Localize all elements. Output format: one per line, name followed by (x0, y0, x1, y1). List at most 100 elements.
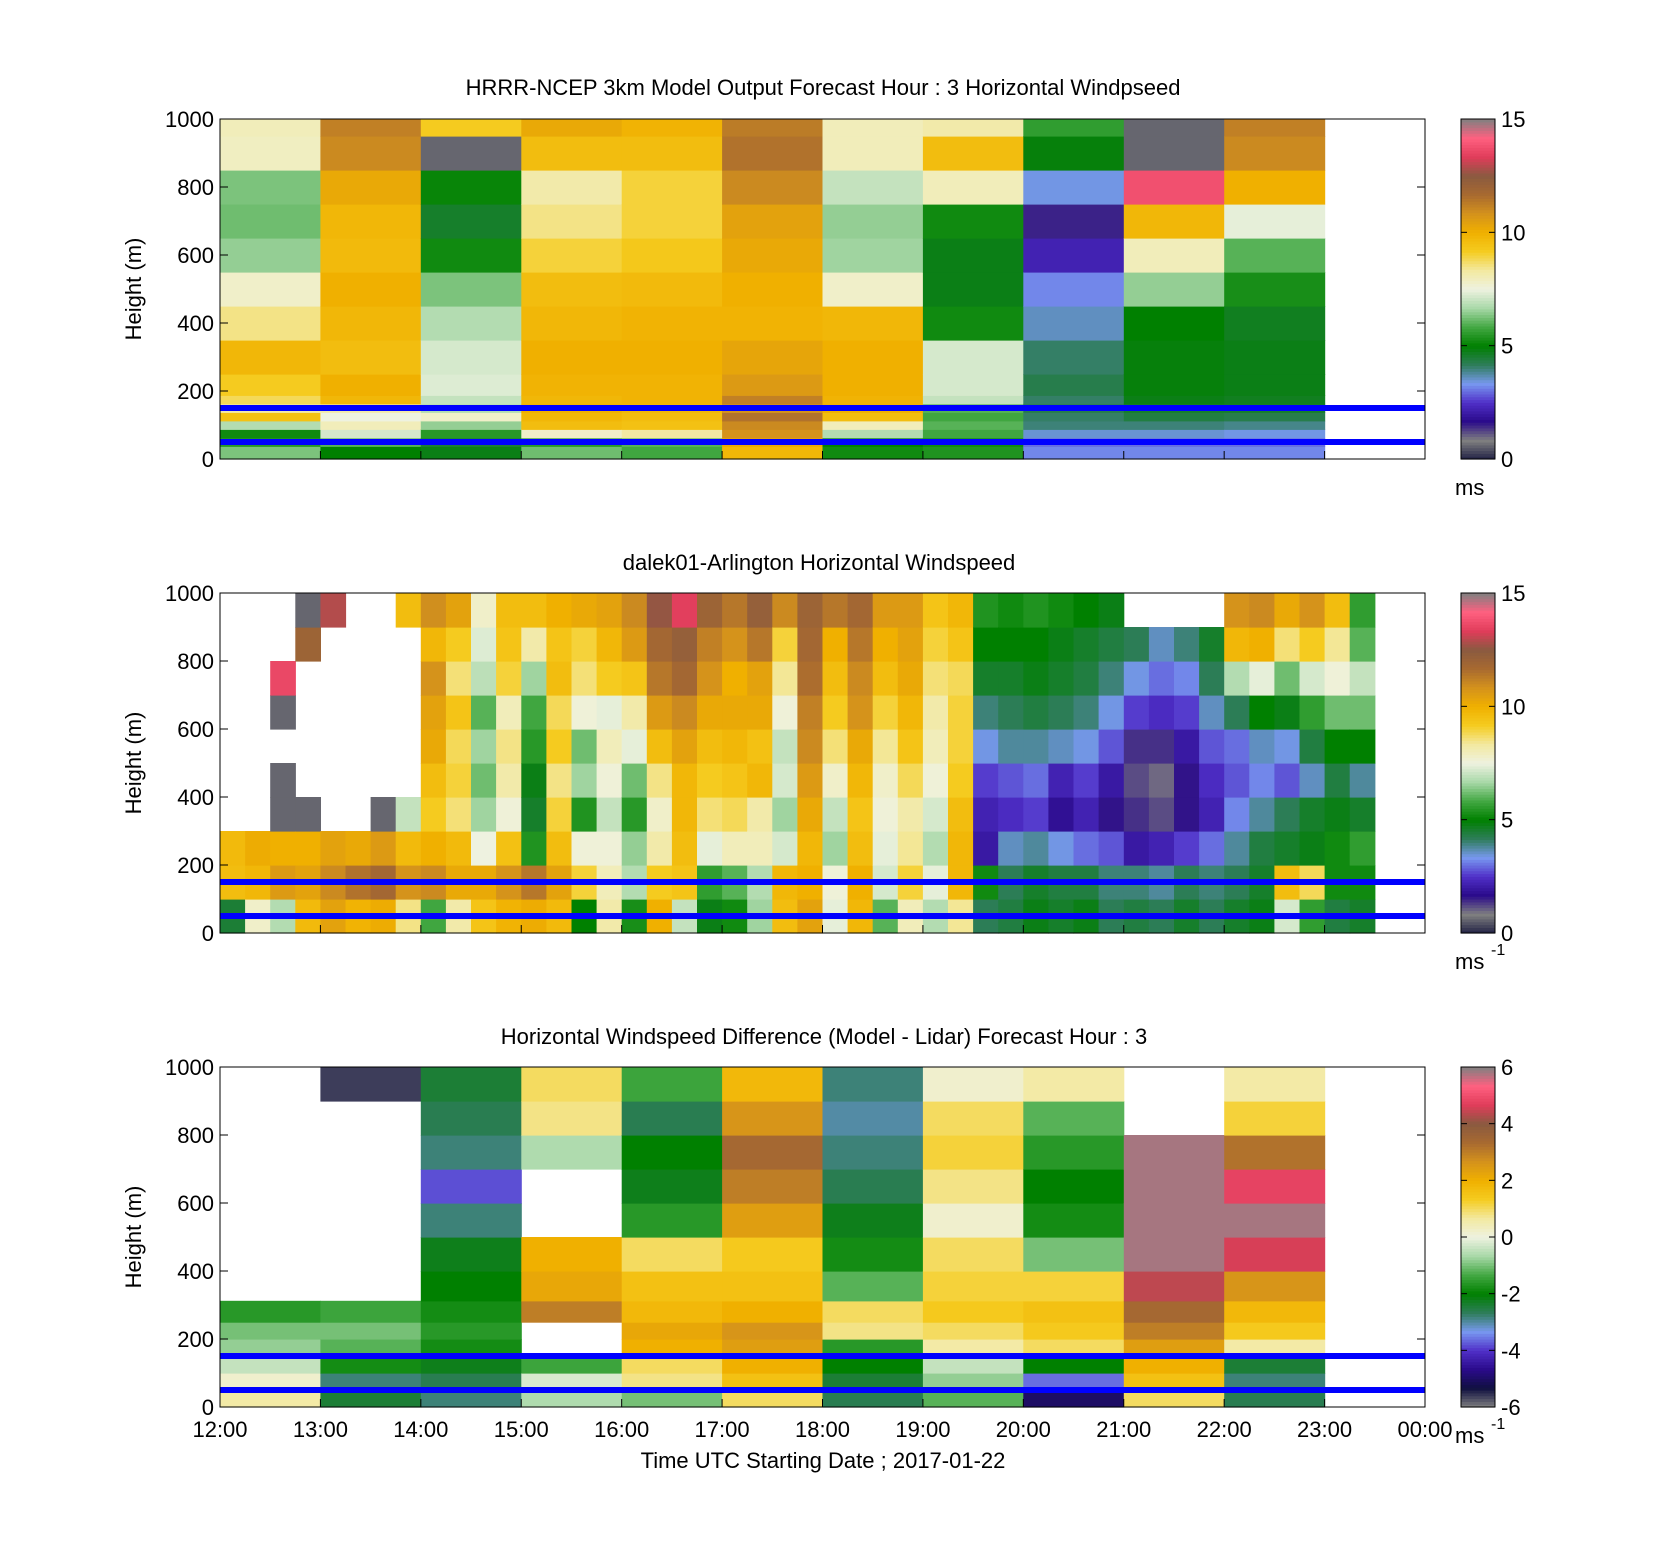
colorbar-swatch (1461, 1157, 1495, 1162)
colorbar-swatch (1461, 260, 1495, 265)
colorbar-swatch (1461, 746, 1495, 750)
colorbar-swatch (1461, 777, 1495, 781)
colorbar-swatch (1461, 274, 1495, 279)
colorbar-tick-label: 2 (1501, 1168, 1513, 1193)
heatmap-cell (747, 593, 773, 628)
heatmap-cell (420, 1135, 522, 1170)
panel-lidar-x-ticks (219, 925, 1426, 933)
colorbar-swatch (1461, 138, 1495, 143)
heatmap-cell (1148, 695, 1175, 730)
heatmap-cell (772, 593, 798, 628)
heatmap-cell (1023, 593, 1049, 628)
colorbar-swatch (1461, 700, 1495, 705)
colorbar-swatch (1461, 1381, 1495, 1385)
heatmap-cell (948, 627, 974, 662)
colorbar-swatch (1461, 1188, 1495, 1193)
colorbar-swatch (1461, 1078, 1495, 1082)
heatmap-cell (1023, 395, 1125, 405)
colorbar-swatch (1461, 124, 1495, 129)
colorbar-swatch (1461, 306, 1495, 310)
y-tick-label: 200 (177, 853, 214, 878)
colorbar-swatch (1461, 794, 1495, 798)
colorbar-swatch (1461, 893, 1495, 897)
heatmap-cell (1349, 593, 1376, 628)
colorbar-swatch (1461, 836, 1495, 841)
colorbar-swatch (1461, 882, 1495, 886)
heatmap-cell (521, 374, 623, 396)
heatmap-cell (521, 306, 623, 341)
heatmap-cell (1048, 593, 1075, 628)
heatmap-cell (1224, 170, 1326, 205)
heatmap-cell (621, 1300, 723, 1323)
colorbar-swatch (1461, 788, 1495, 792)
heatmap-cell (1224, 1067, 1326, 1102)
colorbar-swatch (1461, 748, 1495, 753)
colorbar-swatch (1461, 1302, 1495, 1306)
heatmap-cell (1249, 729, 1275, 764)
heatmap-cell (471, 695, 497, 730)
heatmap-cell (897, 797, 924, 832)
colorbar-swatch (1461, 1129, 1495, 1133)
heatmap-cell (1174, 661, 1200, 696)
heatmap-cell (1123, 429, 1225, 439)
heatmap-cell (320, 340, 422, 375)
heatmap-cell (722, 429, 824, 439)
colorbar-swatch (1461, 1149, 1495, 1153)
colorbar-swatch (1461, 1169, 1495, 1173)
heatmap-cell (1023, 374, 1125, 396)
colorbar-swatch (1461, 1234, 1495, 1238)
heatmap-cell (671, 729, 698, 764)
heatmap-cell (320, 272, 422, 307)
colorbar-swatch (1461, 703, 1495, 707)
colorbar-swatch (1461, 1305, 1495, 1309)
x-tick-label: 16:00 (594, 1417, 649, 1442)
colorbar-swatch (1461, 811, 1495, 815)
x-tick-label: 12:00 (192, 1417, 247, 1442)
x-tick-label: 22:00 (1197, 1417, 1252, 1442)
colorbar-swatch (1461, 1160, 1495, 1164)
heatmap-cell (420, 695, 447, 730)
heatmap-cell (596, 729, 623, 764)
colorbar-swatch (1461, 1228, 1495, 1232)
heatmap-cell (747, 797, 773, 832)
heatmap-cell (922, 763, 949, 798)
heatmap-cell (847, 661, 874, 696)
heatmap-cell (1123, 1300, 1225, 1323)
heatmap-cell (1073, 627, 1100, 662)
heatmap-cell (220, 374, 321, 396)
colorbar-swatch (1461, 907, 1495, 911)
x-tick-label: 18:00 (795, 1417, 850, 1442)
heatmap-cell (220, 1339, 321, 1357)
heatmap-cell (1023, 1169, 1125, 1204)
colorbar-swatch (1461, 456, 1495, 460)
heatmap-cell (621, 1101, 723, 1136)
y-tick-label: 400 (177, 1259, 214, 1284)
colorbar-swatch (1461, 147, 1495, 151)
y-tick-label: 0 (202, 921, 214, 946)
colorbar-swatch (1461, 638, 1495, 642)
colorbar-swatch (1461, 1310, 1495, 1315)
heatmap-cell (621, 593, 648, 628)
colorbar-swatch (1461, 320, 1495, 324)
heatmap-cell (1048, 831, 1075, 866)
heatmap-cell (1023, 446, 1125, 460)
heatmap-cell (521, 272, 623, 307)
y-tick-label: 0 (202, 1395, 214, 1420)
colorbar-swatch (1461, 345, 1495, 350)
heatmap-cell (646, 695, 673, 730)
heatmap-cell (822, 395, 924, 405)
colorbar-swatch (1461, 1370, 1495, 1374)
x-tick-label: 14:00 (393, 1417, 448, 1442)
heatmap-cell (521, 420, 623, 430)
heatmap-cell (1174, 831, 1200, 866)
heatmap-cell (1098, 661, 1125, 696)
colorbar-swatch (1461, 240, 1495, 245)
heatmap-cell (897, 729, 924, 764)
panel-difference: Horizontal Windspeed Difference (Model -… (121, 1024, 1521, 1473)
colorbar-swatch (1461, 150, 1495, 154)
heatmap-cell (922, 831, 949, 866)
heatmap-cell (1098, 797, 1125, 832)
heatmap-cell (1224, 412, 1326, 422)
heatmap-cell (697, 831, 723, 866)
colorbar-tick-label: 6 (1501, 1055, 1513, 1080)
